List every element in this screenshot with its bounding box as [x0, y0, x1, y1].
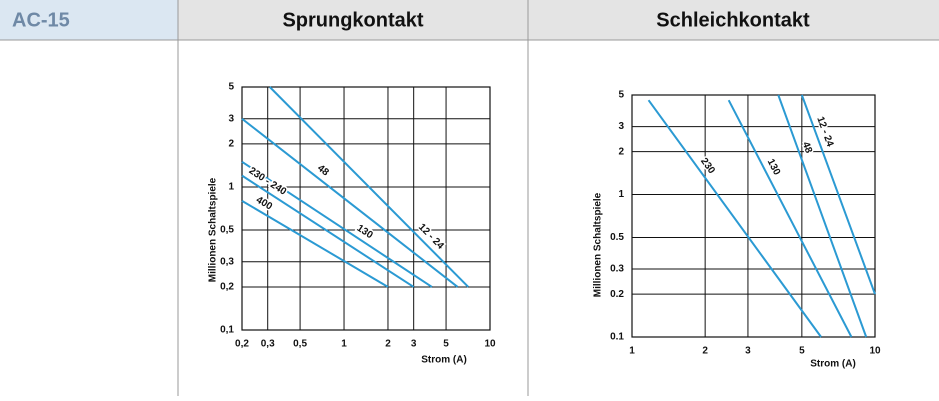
header-cell [528, 0, 939, 40]
series-line [777, 94, 868, 338]
x-axis-label: Strom (A) [421, 355, 467, 366]
plot-frame [631, 94, 876, 338]
y-tick-label: 0,5 [220, 225, 234, 236]
x-tick-label: 10 [869, 346, 881, 357]
y-tick-label: 5 [618, 90, 624, 101]
series-label: 12 - 24 [416, 222, 446, 252]
plot-frame [241, 86, 491, 331]
series-line [269, 86, 469, 288]
y-tick-label: 0.1 [610, 332, 624, 343]
y-tick-label: 3 [618, 121, 624, 132]
y-tick-label: 0.2 [610, 289, 624, 300]
y-axis-label: Millionen Schaltspiele [593, 192, 604, 297]
y-tick-label: 2 [228, 139, 234, 150]
header-cell [178, 0, 528, 40]
y-tick-label: 5 [228, 82, 234, 93]
series-line [241, 160, 433, 288]
header-text: Sprungkontakt [282, 9, 423, 31]
x-tick-label: 2 [385, 339, 391, 350]
series-label: 12 - 24 [814, 115, 835, 148]
y-tick-label: 0,2 [220, 282, 234, 293]
y-tick-label: 0,3 [220, 256, 234, 267]
x-tick-label: 3 [745, 346, 751, 357]
series-line [647, 99, 822, 338]
x-tick-label: 2 [702, 346, 708, 357]
x-axis-label: Strom (A) [810, 359, 856, 370]
series-line [241, 199, 389, 288]
series-line [727, 99, 853, 338]
y-tick-label: 3 [228, 113, 234, 124]
series-label: 48 [315, 163, 331, 179]
header-text: AC-15 [12, 9, 70, 31]
y-tick-label: 0,1 [220, 325, 234, 336]
header-text: Schleichkontakt [656, 9, 810, 31]
y-tick-label: 1 [618, 189, 624, 200]
series-line [800, 94, 876, 295]
y-tick-label: 0.5 [610, 232, 624, 243]
series-line [241, 117, 459, 288]
x-tick-label: 0,5 [293, 339, 307, 350]
header-cell [0, 0, 178, 40]
x-tick-label: 10 [484, 339, 496, 350]
x-tick-label: 1 [341, 339, 347, 350]
x-tick-label: 5 [799, 346, 805, 357]
x-tick-label: 0,2 [235, 339, 249, 350]
y-tick-label: 0.3 [610, 264, 624, 275]
x-tick-label: 3 [411, 339, 417, 350]
y-tick-label: 2 [618, 146, 624, 157]
series-line [241, 174, 415, 288]
x-tick-label: 0,3 [261, 339, 275, 350]
x-tick-label: 1 [629, 346, 635, 357]
x-tick-label: 5 [443, 339, 449, 350]
y-axis-label: Millionen Schaltspiele [208, 177, 219, 282]
y-tick-label: 1 [228, 182, 234, 193]
